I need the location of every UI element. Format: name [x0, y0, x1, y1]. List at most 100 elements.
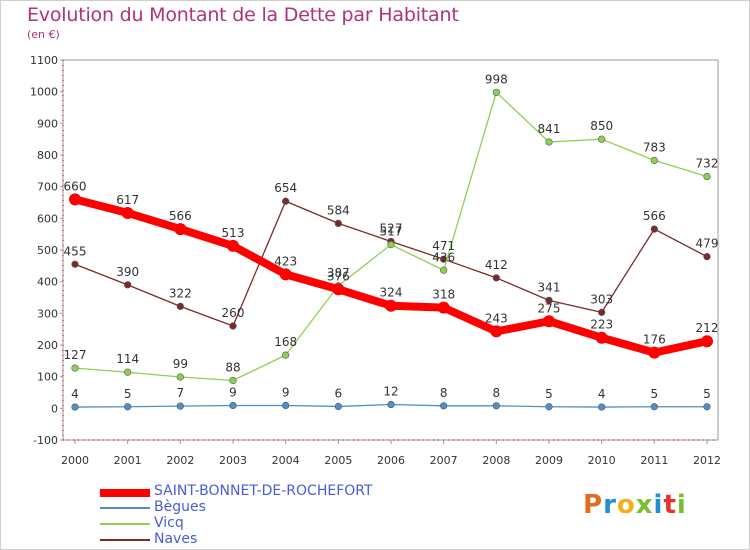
data-label: 5 — [703, 387, 711, 401]
y-tick-label: 600 — [37, 212, 58, 225]
x-tick-label: 2001 — [114, 454, 142, 467]
data-point — [545, 403, 553, 411]
data-label: 783 — [643, 140, 666, 154]
data-point — [545, 296, 553, 304]
data-label: 4 — [598, 387, 606, 401]
data-label: 517 — [380, 225, 403, 239]
data-point — [124, 368, 132, 376]
data-point — [334, 219, 342, 227]
data-point — [229, 376, 237, 385]
data-point — [492, 274, 500, 282]
legend-label: Vicq — [154, 515, 184, 531]
series-layer — [69, 88, 713, 411]
data-point — [701, 335, 713, 348]
legend-label: SAINT-BONNET-DE-ROCHEFORT — [154, 483, 373, 499]
x-tick-label: 2012 — [693, 454, 721, 467]
data-point — [490, 325, 503, 338]
data-label: 9 — [229, 385, 237, 399]
y-tick-label: 500 — [37, 244, 58, 257]
data-label: 455 — [64, 244, 87, 258]
chart-title: Evolution du Montant de la Dette par Hab… — [27, 4, 459, 26]
data-point — [703, 253, 711, 261]
data-label: 341 — [538, 280, 561, 294]
data-label: 318 — [432, 288, 455, 302]
data-point — [279, 268, 292, 281]
data-point — [282, 197, 290, 205]
data-label: 114 — [116, 352, 139, 366]
data-label: 5 — [651, 387, 659, 401]
data-point — [124, 281, 132, 289]
logo-letter: o — [616, 490, 636, 520]
data-label: 412 — [485, 258, 508, 272]
data-label: 998 — [485, 72, 508, 86]
data-label: 9 — [282, 385, 290, 399]
data-point — [598, 308, 606, 316]
data-label: 566 — [169, 209, 192, 223]
data-label: 436 — [432, 250, 455, 264]
logo-letter: x — [635, 490, 654, 520]
data-label: 88 — [225, 360, 240, 374]
data-label: 243 — [485, 311, 508, 325]
y-tick-label: 700 — [37, 181, 58, 194]
logo-letter: r — [603, 490, 617, 520]
data-point — [227, 239, 239, 252]
data-label: 660 — [64, 179, 87, 193]
data-point — [387, 400, 395, 409]
data-point — [595, 331, 608, 344]
data-point — [440, 402, 448, 410]
data-point — [492, 88, 500, 96]
data-point — [69, 193, 81, 206]
data-point — [650, 156, 658, 164]
data-point — [650, 225, 658, 233]
data-label: 423 — [274, 254, 297, 268]
proxiti-logo: Proxiti — [583, 490, 687, 520]
data-label: 8 — [440, 386, 448, 400]
data-point — [124, 403, 132, 411]
data-label: 387 — [327, 266, 350, 280]
data-point — [282, 401, 290, 410]
data-point — [121, 206, 134, 219]
data-label: 584 — [327, 203, 350, 217]
data-label: 12 — [383, 385, 398, 399]
data-label: 4 — [71, 387, 79, 401]
x-tick-label: 2003 — [219, 454, 247, 467]
data-point — [440, 266, 448, 274]
data-label: 479 — [696, 237, 719, 251]
y-tick-label: 1100 — [30, 54, 58, 67]
data-label: 566 — [643, 209, 666, 223]
plot-area — [62, 59, 719, 441]
data-label: 212 — [696, 321, 719, 335]
logo-letter: i — [653, 490, 664, 520]
data-label: 841 — [538, 122, 561, 136]
data-label: 527 — [380, 221, 403, 235]
data-point — [282, 351, 290, 359]
data-label: 176 — [643, 333, 666, 347]
data-point — [385, 299, 397, 312]
data-label: 324 — [380, 286, 403, 300]
data-point — [176, 402, 184, 410]
data-point — [174, 223, 187, 236]
data-label: 6 — [335, 386, 343, 400]
x-tick-label: 2006 — [377, 454, 405, 467]
data-label: 8 — [493, 386, 501, 400]
x-tick-label: 2000 — [61, 454, 89, 467]
data-label: 513 — [222, 226, 245, 240]
data-label: 390 — [116, 265, 139, 279]
x-tick-label: 2008 — [482, 454, 510, 467]
logo-letter: P — [583, 490, 604, 520]
data-point — [703, 172, 711, 181]
data-point — [650, 403, 658, 411]
y-tick-label: 100 — [37, 371, 58, 384]
y-tick-label: 800 — [37, 149, 58, 162]
data-point — [492, 402, 500, 410]
legend-swatch — [100, 507, 150, 509]
data-point — [71, 260, 79, 268]
y-tick-label: 200 — [37, 339, 58, 352]
x-tick-label: 2009 — [535, 454, 563, 467]
data-label: 732 — [696, 157, 719, 171]
data-label: 471 — [432, 239, 455, 253]
data-label: 850 — [590, 119, 613, 133]
legend-swatch — [100, 489, 150, 497]
y-tick-label: 300 — [37, 307, 58, 320]
data-label: 7 — [177, 386, 185, 400]
